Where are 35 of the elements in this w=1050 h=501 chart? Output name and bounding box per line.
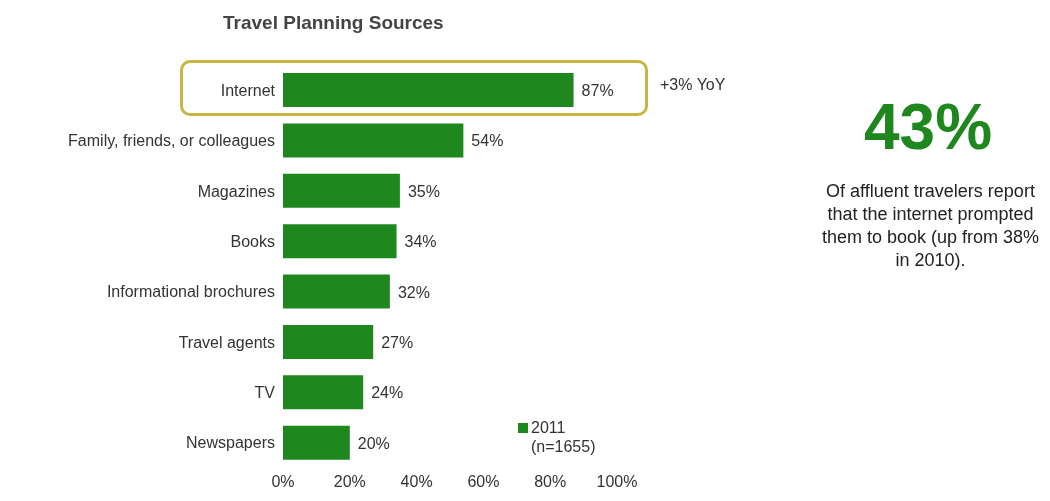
bar	[283, 324, 374, 359]
data-label: 87%	[581, 82, 614, 99]
bar	[283, 375, 364, 410]
bar	[283, 73, 574, 107]
x-tick-label: 60%	[467, 473, 500, 491]
data-label: 24%	[371, 384, 404, 402]
y-tick-label: Informational brochures	[106, 283, 275, 301]
y-tick-label: Magazines	[197, 182, 275, 200]
y-tick-label: Travel agents	[178, 333, 275, 351]
bar	[283, 224, 397, 259]
data-label: 34%	[404, 233, 437, 251]
bar	[283, 123, 464, 158]
data-label: 32%	[397, 283, 430, 301]
text: Of affluent travelers report that the internet prompted them to book (up from 38% in 2010).	[820, 180, 1041, 272]
bar	[283, 173, 400, 208]
y-tick-label: Internet	[220, 81, 276, 99]
x-tick-label: 100%	[596, 473, 638, 491]
data-label: 54%	[471, 132, 504, 150]
data-label: 20%	[357, 434, 390, 452]
data-label: 35%	[407, 182, 440, 200]
y-tick-label: Books	[230, 232, 275, 250]
text: 43%	[862, 90, 994, 164]
x-tick-label: 20%	[333, 473, 366, 491]
y-tick-label: Family, friends, or colleagues	[68, 132, 275, 150]
x-tick-label: 40%	[400, 473, 433, 491]
legend-label: 2011 (n=1655)	[531, 418, 597, 456]
x-tick-label: 0%	[271, 473, 295, 491]
bar	[283, 274, 390, 309]
y-tick-label: TV	[254, 384, 276, 402]
data-label: 27%	[381, 333, 414, 351]
chart-title: Travel Planning Sources	[223, 12, 444, 34]
text: +3% YoY	[660, 76, 726, 94]
y-tick-label: Newspapers	[186, 434, 275, 452]
x-tick-label: 80%	[534, 473, 567, 491]
bar	[283, 425, 350, 460]
